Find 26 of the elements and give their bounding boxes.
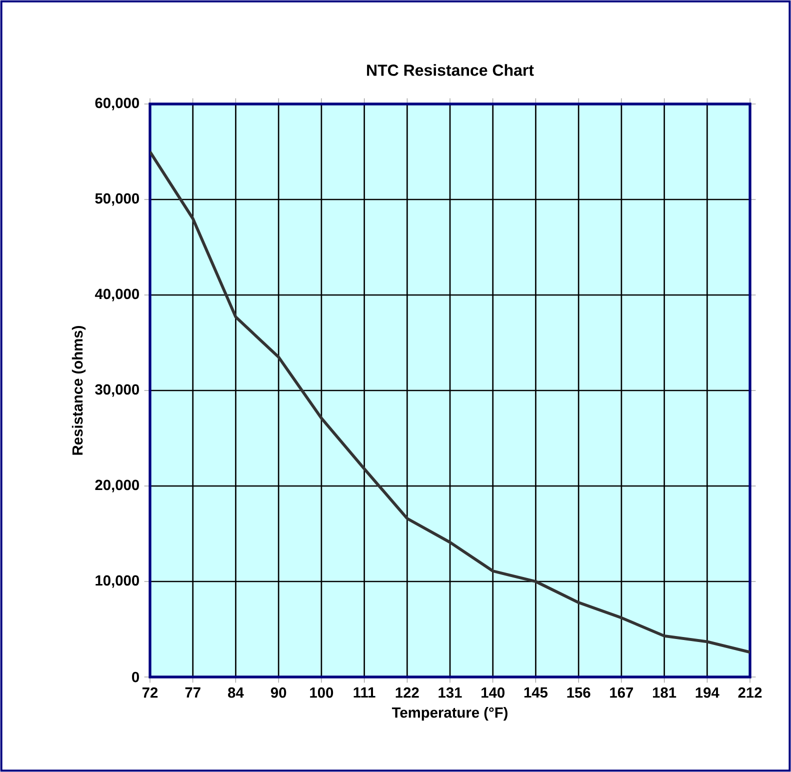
y-tick-label: 40,000 <box>94 288 139 302</box>
x-tick-label: 77 <box>185 687 200 698</box>
y-tick-label: 30,000 <box>95 384 139 397</box>
y-tick-label: 20,000 <box>95 480 139 492</box>
x-tick-label: 72 <box>142 687 158 698</box>
x-tick-label: 122 <box>396 687 419 698</box>
x-tick-label: 212 <box>738 687 762 698</box>
x-tick-label: 156 <box>567 687 590 698</box>
x-tick-label: 181 <box>652 687 676 698</box>
x-tick-label: 131 <box>438 687 462 698</box>
line-series <box>150 150 750 654</box>
y-tick-label: 60,000 <box>95 98 139 110</box>
chart-title: NTC Resistance Chart <box>367 64 534 76</box>
x-tick-label: 167 <box>610 687 634 698</box>
x-tick-label: 90 <box>270 687 286 698</box>
x-tick-label: 111 <box>354 687 376 698</box>
y-tick-label: 50,000 <box>95 193 139 206</box>
x-axis-title: Temperature (°F) <box>392 706 508 721</box>
y-axis-title: Resistance (ohms) <box>72 326 86 455</box>
y-tick-label: 10,000 <box>96 575 139 588</box>
x-tick-label: 145 <box>524 687 548 698</box>
x-tick-label: 140 <box>482 687 504 698</box>
x-tick-label: 194 <box>696 687 720 698</box>
x-tick-label: 100 <box>310 687 334 698</box>
y-tick-label: 0 <box>132 672 139 682</box>
x-tick-label: 84 <box>228 687 244 698</box>
